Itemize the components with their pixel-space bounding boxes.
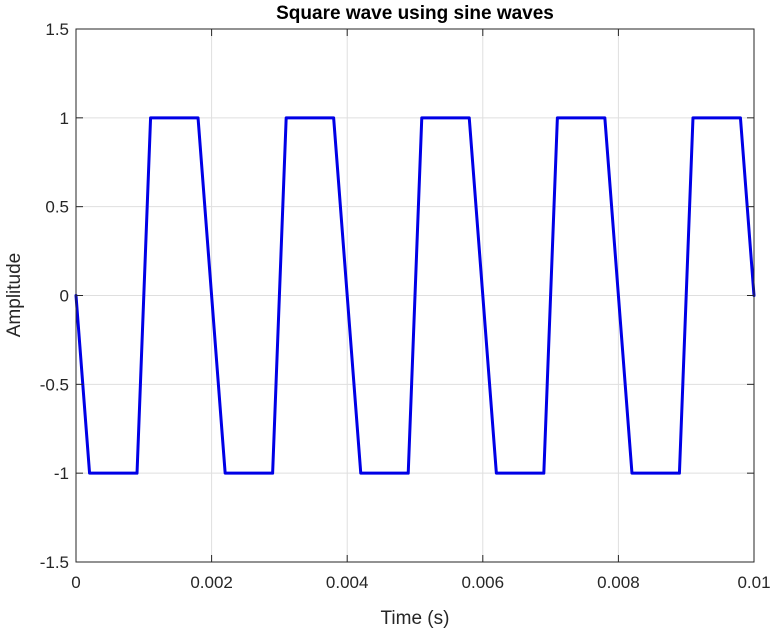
x-tick-label: 0.006	[462, 573, 505, 592]
y-tick-label: 0	[60, 287, 69, 306]
series-line-square-wave	[74, 116, 756, 475]
y-axis-ticks: -1.5 -1 -0.5 0 0.5 1 1.5	[40, 20, 754, 572]
y-tick-label: 0.5	[45, 198, 69, 217]
y-axis-label: Amplitude	[4, 253, 25, 338]
x-tick-label: 0.004	[326, 573, 369, 592]
x-axis-label: Time (s)	[381, 608, 450, 629]
x-axis-ticks: 0 0.002 0.004 0.006 0.008 0.01	[71, 29, 771, 592]
y-tick-label: 1.5	[45, 20, 69, 39]
x-tick-label: 0.008	[597, 573, 640, 592]
x-tick-label: 0.002	[190, 573, 233, 592]
y-tick-label: -1.5	[40, 553, 69, 572]
y-tick-label: -0.5	[40, 375, 69, 394]
plot-area: 0 0.002 0.004 0.006 0.008 0.01 -1.5 -1 -0.5 0 0.5…	[40, 20, 771, 592]
chart-title: Square wave using sine waves	[276, 3, 554, 24]
y-tick-label: 1	[60, 109, 69, 128]
y-tick-label: -1	[54, 464, 69, 483]
x-tick-label: 0.01	[737, 573, 770, 592]
x-tick-label: 0	[71, 573, 80, 592]
